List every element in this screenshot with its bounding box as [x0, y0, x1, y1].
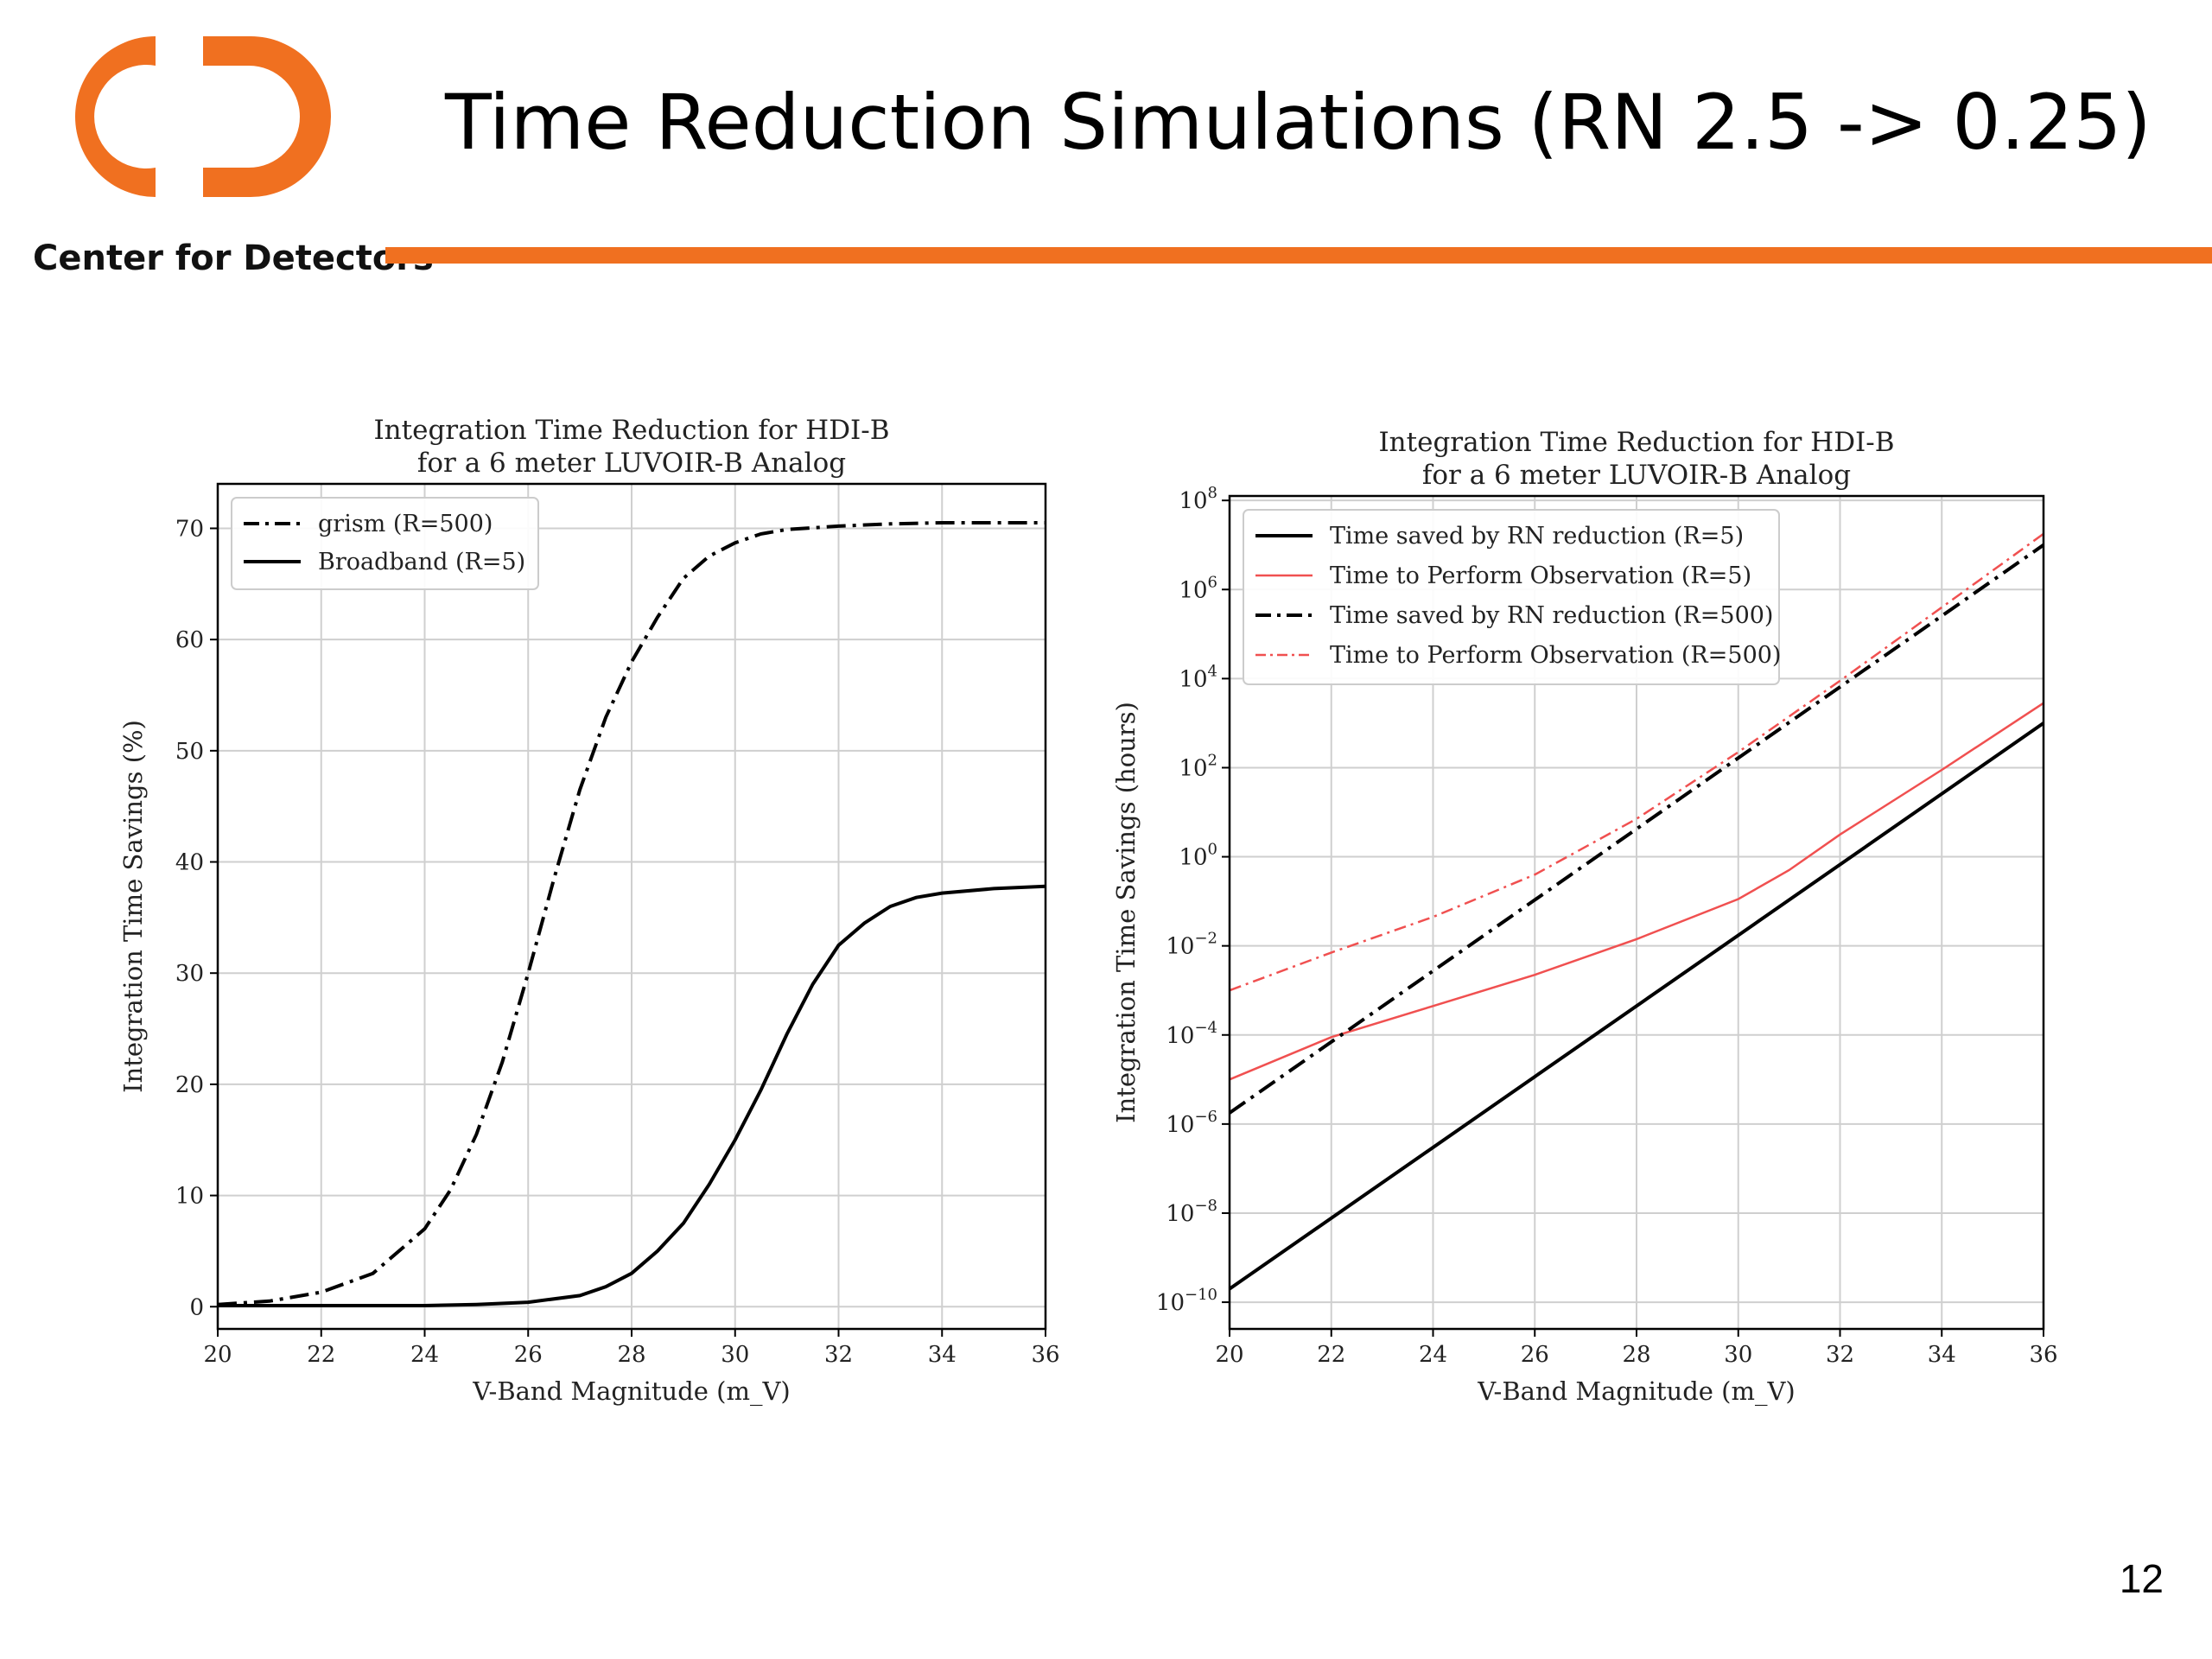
series-line-3	[1228, 543, 2045, 1115]
title-rule	[385, 247, 2212, 264]
legend-label: Broadband (R=5)	[318, 549, 525, 575]
x-tick-label: 36	[1031, 1342, 1059, 1368]
x-tick-label: 30	[1724, 1342, 1752, 1368]
x-tick-label: 26	[514, 1342, 543, 1368]
y-tick-label: 104	[1179, 662, 1217, 692]
chart-right-hours-savings: Integration Time Reduction for HDI-B for …	[1084, 406, 2065, 1426]
legend-label: grism (R=500)	[318, 511, 493, 537]
page-number: 12	[2119, 1556, 2164, 1601]
y-tick-label: 106	[1179, 573, 1217, 603]
y-tick-label: 102	[1179, 751, 1217, 781]
y-tick-label: 20	[175, 1072, 204, 1098]
x-axis-label: V-Band Magnitude (m_V)	[472, 1376, 790, 1407]
chart-title-line: for a 6 meter LUVOIR-B Analog	[417, 448, 846, 479]
series-line-2	[1229, 702, 2044, 1081]
series-line-1	[1228, 721, 2045, 1291]
y-tick-label: 108	[1179, 484, 1217, 514]
x-tick-label: 20	[1215, 1342, 1243, 1368]
x-tick-label: 34	[928, 1342, 957, 1368]
y-tick-label: 10−6	[1166, 1108, 1217, 1138]
org-name: Center for Detectors	[33, 238, 434, 278]
legend-box	[231, 497, 539, 590]
y-tick-label: 10−2	[1166, 930, 1217, 960]
series-line-2	[218, 884, 1046, 1307]
legend-label: Time saved by RN reduction (R=500)	[1330, 602, 1773, 629]
legend-label: Time to Perform Observation (R=500)	[1330, 642, 1781, 669]
y-tick-label: 0	[189, 1294, 204, 1320]
center-for-detectors-logo	[75, 36, 331, 197]
y-tick-label: 10−4	[1166, 1019, 1217, 1049]
x-tick-label: 24	[1419, 1342, 1447, 1368]
x-tick-label: 22	[307, 1342, 335, 1368]
x-tick-label: 28	[1622, 1342, 1650, 1368]
legend-box	[1243, 509, 1780, 685]
chart-title-line: Integration Time Reduction for HDI-B	[1378, 427, 1894, 458]
y-tick-label: 40	[175, 850, 204, 876]
legend-label: Time to Perform Observation (R=5)	[1330, 563, 1751, 589]
y-tick-label: 10−10	[1156, 1286, 1217, 1316]
chart-title-line: Integration Time Reduction for HDI-B	[373, 415, 889, 446]
chart-left-percent-savings: Integration Time Reduction for HDI-B for …	[121, 397, 1071, 1426]
y-tick-label: 70	[175, 516, 204, 542]
y-tick-label: 60	[175, 627, 204, 653]
y-axis-label: Integration Time Savings (%)	[121, 720, 148, 1093]
y-tick-label: 50	[175, 739, 204, 765]
y-axis-label: Integration Time Savings (hours)	[1111, 702, 1141, 1123]
x-tick-label: 26	[1521, 1342, 1549, 1368]
x-axis-label: V-Band Magnitude (m_V)	[1477, 1376, 1795, 1407]
series-line-1	[217, 521, 1046, 1306]
series-line-4	[1229, 532, 2044, 992]
x-tick-label: 32	[1826, 1342, 1854, 1368]
y-tick-label: 30	[175, 961, 204, 987]
legend-label: Time saved by RN reduction (R=5)	[1330, 523, 1744, 550]
x-tick-label: 32	[824, 1342, 853, 1368]
x-tick-label: 20	[203, 1342, 232, 1368]
x-tick-label: 36	[2029, 1342, 2057, 1368]
x-tick-label: 30	[721, 1342, 749, 1368]
chart-title-line: for a 6 meter LUVOIR-B Analog	[1422, 460, 1851, 491]
y-tick-label: 10	[175, 1184, 204, 1210]
x-tick-label: 22	[1317, 1342, 1345, 1368]
y-tick-label: 10−8	[1166, 1197, 1217, 1227]
y-tick-label: 100	[1179, 841, 1217, 871]
x-tick-label: 24	[410, 1342, 439, 1368]
slide-title: Time Reduction Simulations (RN 2.5 -> 0.…	[445, 78, 2152, 167]
x-tick-label: 34	[1928, 1342, 1956, 1368]
x-tick-label: 28	[617, 1342, 645, 1368]
